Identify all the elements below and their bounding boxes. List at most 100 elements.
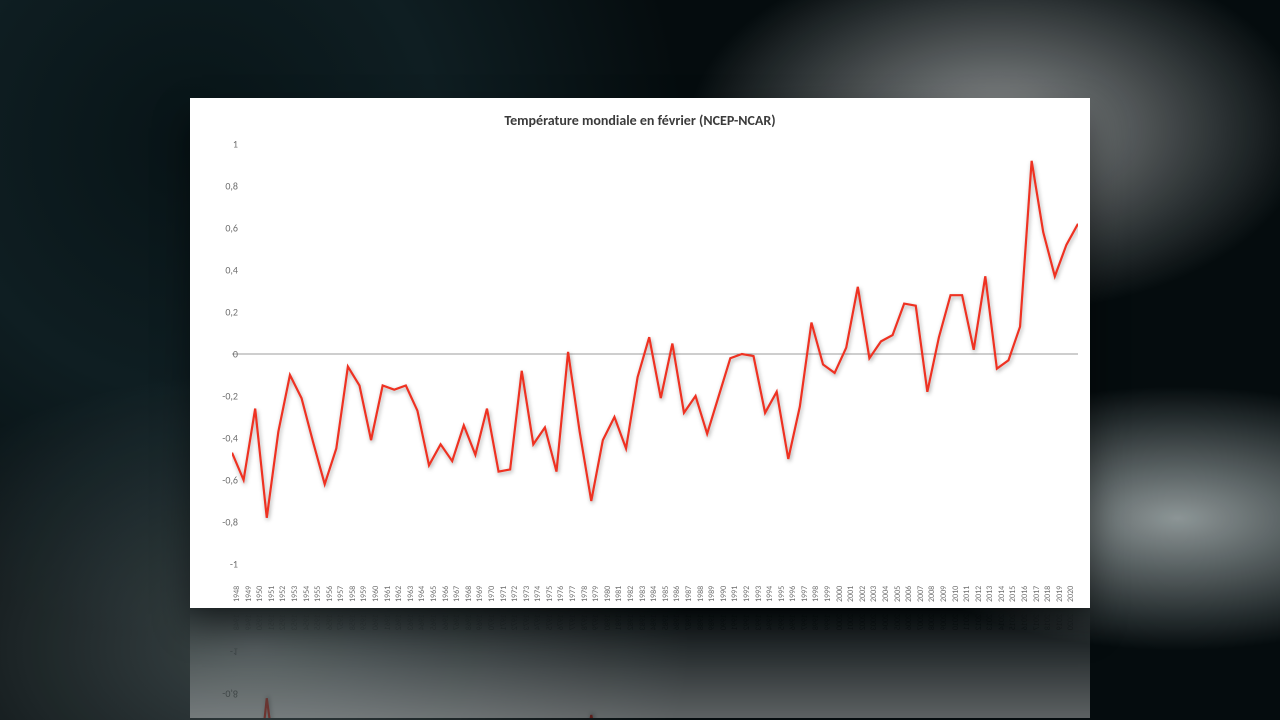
x-tick-label: 1989	[707, 614, 711, 630]
x-tick-label: 1996	[788, 586, 792, 602]
y-tick-label: -0,8	[204, 688, 238, 701]
x-tick-label: 2000	[835, 614, 839, 630]
x-tick-label: 1962	[394, 614, 398, 630]
x-tick-label: 1979	[591, 614, 595, 630]
x-tick-label: 2005	[893, 614, 897, 630]
x-tick-label: 1958	[348, 586, 352, 602]
x-tick-label: 2019	[1055, 614, 1059, 630]
x-tick-label: 1971	[499, 614, 503, 630]
y-tick-label: 1	[204, 138, 238, 151]
chart-title: Température mondiale en février (NCEP-NC…	[190, 112, 1090, 129]
y-tick-label: 0,6	[204, 222, 238, 235]
x-tick-label: 1976	[556, 586, 560, 602]
x-tick-label: 2006	[904, 586, 908, 602]
x-tick-label: 1985	[661, 614, 665, 630]
x-tick-label: 2008	[927, 586, 931, 602]
x-tick-label: 1990	[719, 614, 723, 630]
x-tick-label: 1999	[823, 586, 827, 602]
chart-plot	[232, 652, 1078, 718]
x-tick-label: 2007	[916, 614, 920, 630]
x-tick-label: 1974	[533, 586, 537, 602]
x-tick-label: 1958	[348, 614, 352, 630]
x-tick-label: 1954	[302, 586, 306, 602]
x-tick-label: 2012	[974, 586, 978, 602]
x-tick-label: 1978	[580, 614, 584, 630]
x-tick-label: 1950	[255, 614, 259, 630]
x-tick-label: 1961	[383, 614, 387, 630]
x-tick-label: 1976	[556, 614, 560, 630]
y-tick-label: 0	[204, 348, 238, 361]
x-tick-label: 1984	[649, 614, 653, 630]
x-tick-label: 2010	[951, 614, 955, 630]
x-tick-label: 1992	[742, 586, 746, 602]
x-tick-label: 1982	[626, 614, 630, 630]
temperature-series-line	[232, 698, 1078, 718]
x-tick-label: 2000	[835, 586, 839, 602]
x-tick-label: 1988	[696, 614, 700, 630]
x-tick-label: 1991	[730, 614, 734, 630]
x-tick-label: 2017	[1032, 586, 1036, 602]
x-tick-label: 2006	[904, 614, 908, 630]
x-tick-label: 1962	[394, 586, 398, 602]
x-tick-label: 2020	[1066, 614, 1070, 630]
x-tick-label: 1995	[777, 614, 781, 630]
x-tick-label: 2008	[927, 614, 931, 630]
x-tick-label: 1974	[533, 614, 537, 630]
x-tick-label: 2011	[962, 614, 966, 630]
x-tick-label: 1970	[487, 586, 491, 602]
x-tick-label: 1978	[580, 586, 584, 602]
x-tick-label: 1998	[811, 614, 815, 630]
x-tick-label: 2011	[962, 586, 966, 602]
x-tick-label: 2017	[1032, 614, 1036, 630]
y-tick-label: -0,4	[204, 432, 238, 445]
x-tick-label: 1952	[278, 614, 282, 630]
x-axis-labels: 1948194919501951195219531954195519561957…	[232, 610, 1078, 650]
x-tick-label: 1970	[487, 614, 491, 630]
x-tick-label: 2014	[997, 614, 1001, 630]
x-tick-label: 1983	[638, 586, 642, 602]
x-tick-label: 1954	[302, 614, 306, 630]
chart-plot	[232, 144, 1078, 564]
chart-card: Température mondiale en février (NCEP-NC…	[190, 98, 1090, 608]
x-tick-label: 1956	[325, 586, 329, 602]
x-tick-label: 2016	[1020, 586, 1024, 602]
x-tick-label: 1963	[406, 586, 410, 602]
x-tick-label: 2001	[846, 586, 850, 602]
x-tick-label: 1956	[325, 614, 329, 630]
x-tick-label: 2015	[1008, 614, 1012, 630]
x-tick-label: 1986	[672, 614, 676, 630]
x-tick-label: 1992	[742, 614, 746, 630]
x-tick-label: 1960	[371, 586, 375, 602]
x-tick-label: 1968	[464, 586, 468, 602]
x-tick-label: 1975	[545, 586, 549, 602]
x-tick-label: 1969	[475, 614, 479, 630]
x-tick-label: 1972	[510, 586, 514, 602]
x-tick-label: 2015	[1008, 586, 1012, 602]
x-tick-label: 1957	[336, 586, 340, 602]
x-tick-label: 1997	[800, 586, 804, 602]
x-tick-label: 1967	[452, 614, 456, 630]
x-tick-label: 1966	[441, 614, 445, 630]
x-tick-label: 1998	[811, 586, 815, 602]
x-tick-label: 1973	[522, 586, 526, 602]
x-tick-label: 2009	[939, 614, 943, 630]
x-tick-label: 2001	[846, 614, 850, 630]
x-tick-label: 1971	[499, 586, 503, 602]
y-tick-label: 0,8	[204, 180, 238, 193]
x-axis-labels: 1948194919501951195219531954195519561957…	[232, 566, 1078, 606]
x-tick-label: 2019	[1055, 586, 1059, 602]
x-tick-label: 2013	[985, 614, 989, 630]
x-tick-label: 1975	[545, 614, 549, 630]
x-tick-label: 1977	[568, 614, 572, 630]
x-tick-label: 2007	[916, 586, 920, 602]
x-tick-label: 1973	[522, 614, 526, 630]
x-tick-label: 1989	[707, 586, 711, 602]
x-tick-label: 1993	[754, 614, 758, 630]
x-tick-label: 2012	[974, 614, 978, 630]
x-tick-label: 1990	[719, 586, 723, 602]
x-tick-label: 1996	[788, 614, 792, 630]
x-tick-label: 1961	[383, 586, 387, 602]
x-tick-label: 1953	[290, 586, 294, 602]
x-tick-label: 1955	[313, 586, 317, 602]
x-tick-label: 1969	[475, 586, 479, 602]
